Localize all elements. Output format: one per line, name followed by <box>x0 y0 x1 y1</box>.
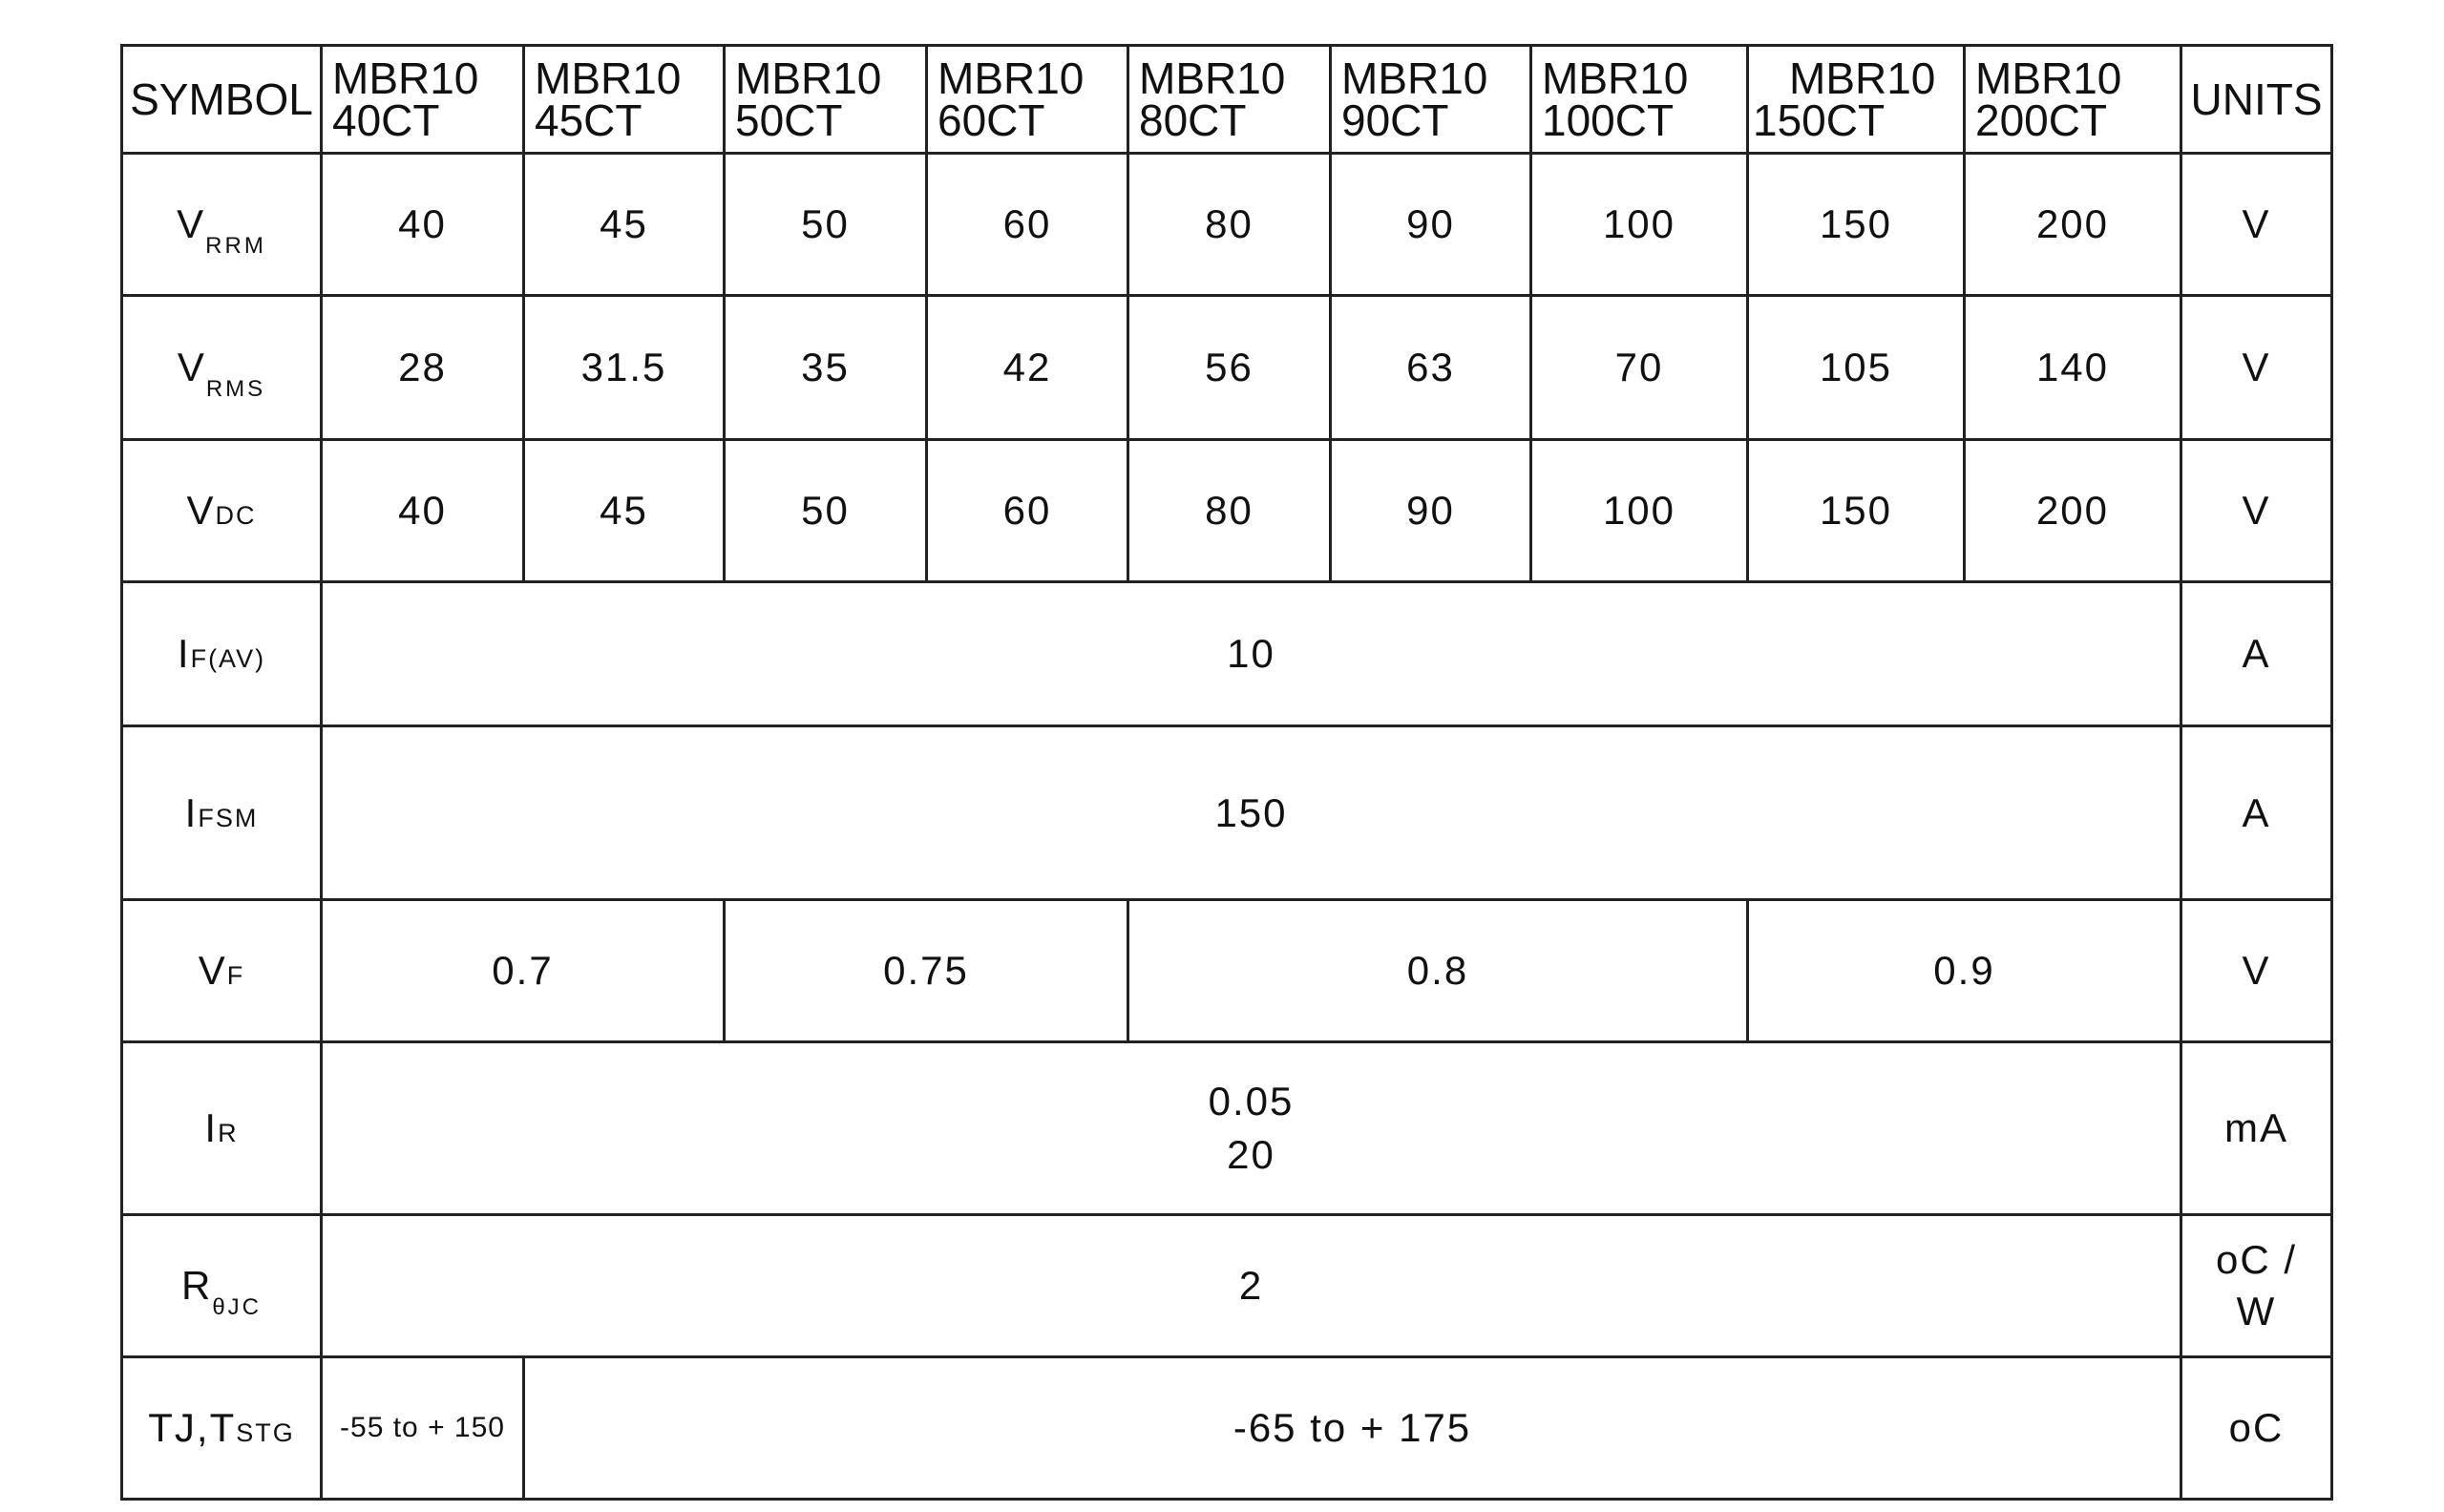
part-header: MBR10 150CT <box>1746 44 1966 155</box>
row-vrrm: VRRM 40 45 50 60 80 90 100 150 200 V <box>120 152 2333 297</box>
part-header: MBR10 200CT <box>1963 44 2182 155</box>
part-header: MBR10 100CT <box>1529 44 1749 155</box>
part-header: MBR10 90CT <box>1329 44 1532 155</box>
unit-cell: A <box>2180 724 2333 901</box>
value-cell: 0.8 <box>1127 898 1749 1043</box>
symbol-cell: VRMS <box>120 294 323 441</box>
value-cell: 28 <box>320 294 525 441</box>
value-cell: 63 <box>1329 294 1532 441</box>
value-cell: 10 <box>320 580 2182 727</box>
value-cell: 80 <box>1127 152 1332 297</box>
unit-cell: V <box>2180 438 2333 583</box>
value-cell: 50 <box>723 438 928 583</box>
symbol-cell: IFSM <box>120 724 323 901</box>
value-cell: 35 <box>723 294 928 441</box>
value-cell: 50 <box>723 152 928 297</box>
part-header: MBR10 45CT <box>522 44 726 155</box>
value-cell: -55 to + 150 <box>320 1355 525 1501</box>
value-cell: 150 <box>1746 152 1966 297</box>
ratings-table: SYMBOL MBR10 40CT MBR10 45CT MBR10 50CT MBR… <box>120 44 2333 1501</box>
value-cell: 31.5 <box>522 294 726 441</box>
value-cell: 45 <box>522 152 726 297</box>
value-cell: 70 <box>1529 294 1749 441</box>
unit-cell: V <box>2180 152 2333 297</box>
units-header: UNITS <box>2180 44 2333 155</box>
part-header: MBR10 80CT <box>1127 44 1332 155</box>
value-cell: 90 <box>1329 438 1532 583</box>
unit-cell: oC <box>2180 1355 2333 1501</box>
value-cell: 150 <box>320 724 2182 901</box>
value-cell: 60 <box>925 438 1129 583</box>
part-header: MBR10 40CT <box>320 44 525 155</box>
row-ir: IR 0.05 20 mA <box>120 1040 2333 1216</box>
unit-cell: oC / W <box>2180 1213 2333 1358</box>
value-cell: 0.7 <box>320 898 726 1043</box>
row-ifsm: IFSM 150 A <box>120 724 2333 901</box>
symbol-cell: IR <box>120 1040 323 1216</box>
value-cell: 200 <box>1963 438 2182 583</box>
value-cell: 90 <box>1329 152 1532 297</box>
row-vrms: VRMS 28 31.5 35 42 56 63 70 105 140 V <box>120 294 2333 441</box>
value-cell: 0.05 20 <box>320 1040 2182 1216</box>
part-header: MBR10 50CT <box>723 44 928 155</box>
value-cell: 45 <box>522 438 726 583</box>
value-cell: 100 <box>1529 438 1749 583</box>
unit-cell: A <box>2180 580 2333 727</box>
header-row: SYMBOL MBR10 40CT MBR10 45CT MBR10 50CT MBR… <box>120 44 2333 155</box>
value-cell: 80 <box>1127 438 1332 583</box>
value-cell: 42 <box>925 294 1129 441</box>
row-ifav: IF(AV) 10 A <box>120 580 2333 727</box>
unit-cell: mA <box>2180 1040 2333 1216</box>
row-vdc: VDC 40 45 50 60 80 90 100 150 200 V <box>120 438 2333 583</box>
symbol-cell: VDC <box>120 438 323 583</box>
symbol-cell: VF <box>120 898 323 1043</box>
value-cell: 0.75 <box>723 898 1129 1043</box>
symbol-cell: IF(AV) <box>120 580 323 727</box>
value-cell: 40 <box>320 438 525 583</box>
value-cell: 40 <box>320 152 525 297</box>
value-cell: 2 <box>320 1213 2182 1358</box>
value-cell: 150 <box>1746 438 1966 583</box>
value-cell: 200 <box>1963 152 2182 297</box>
unit-cell: V <box>2180 294 2333 441</box>
value-cell: 140 <box>1963 294 2182 441</box>
symbol-cell: TJ,TSTG <box>120 1355 323 1501</box>
row-vf: VF 0.7 0.75 0.8 0.9 V <box>120 898 2333 1043</box>
symbol-cell: VRRM <box>120 152 323 297</box>
value-cell: 56 <box>1127 294 1332 441</box>
value-cell: 100 <box>1529 152 1749 297</box>
value-cell: -65 to + 175 <box>522 1355 2182 1501</box>
symbol-header: SYMBOL <box>120 44 323 155</box>
value-cell: 105 <box>1746 294 1966 441</box>
part-header: MBR10 60CT <box>925 44 1129 155</box>
row-tj-tstg: TJ,TSTG -55 to + 150 -65 to + 175 oC <box>120 1355 2333 1501</box>
unit-cell: V <box>2180 898 2333 1043</box>
value-cell: 60 <box>925 152 1129 297</box>
row-rthjc: RθJC 2 oC / W <box>120 1213 2333 1358</box>
symbol-cell: RθJC <box>120 1213 323 1358</box>
value-cell: 0.9 <box>1746 898 2182 1043</box>
